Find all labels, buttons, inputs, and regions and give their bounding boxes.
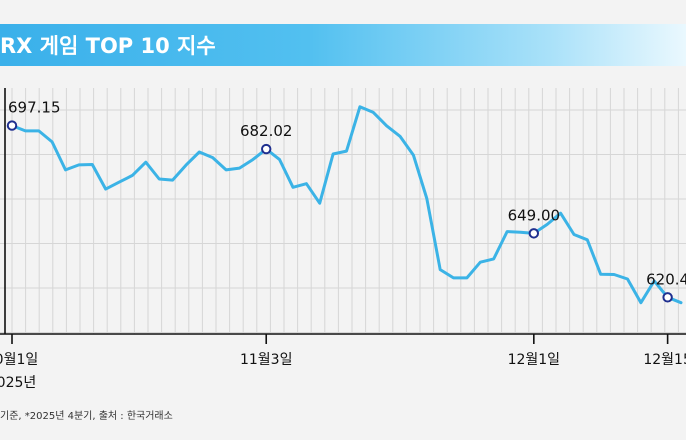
series-line xyxy=(10,105,683,305)
gridlines xyxy=(0,88,686,334)
title-bar xyxy=(0,24,686,66)
data-point-marker xyxy=(6,120,18,131)
annotation-labels: 697.15 682.02 649.00 620.4 xyxy=(8,99,686,289)
x-tick-label: 11월3일 xyxy=(240,352,292,368)
data-point-marker xyxy=(662,292,673,303)
x-tick-sublabel: 2025년 xyxy=(0,375,36,391)
data-label: 649.00 xyxy=(508,206,561,224)
annotation-markers xyxy=(6,120,673,303)
data-label: 697.15 xyxy=(8,99,61,117)
data-point-marker xyxy=(261,143,272,155)
data-point-marker xyxy=(528,228,540,239)
data-label: 620.4 xyxy=(646,270,686,288)
x-tick-labels: 10월1일 2025년 11월3일 12월1일 12월15 xyxy=(0,334,686,391)
footnote: 기준, *2025년 4분기, 출처 : 한국거래소 xyxy=(0,411,173,422)
chart-title: RX 게임 TOP 10 지수 xyxy=(0,34,216,58)
x-tick-label: 10월1일 xyxy=(0,352,38,368)
x-tick-label: 12월1일 xyxy=(508,352,560,368)
x-tick-label: 12월15 xyxy=(643,352,686,368)
axes xyxy=(0,88,686,335)
data-label: 682.02 xyxy=(240,122,293,140)
series-lines xyxy=(10,105,683,305)
